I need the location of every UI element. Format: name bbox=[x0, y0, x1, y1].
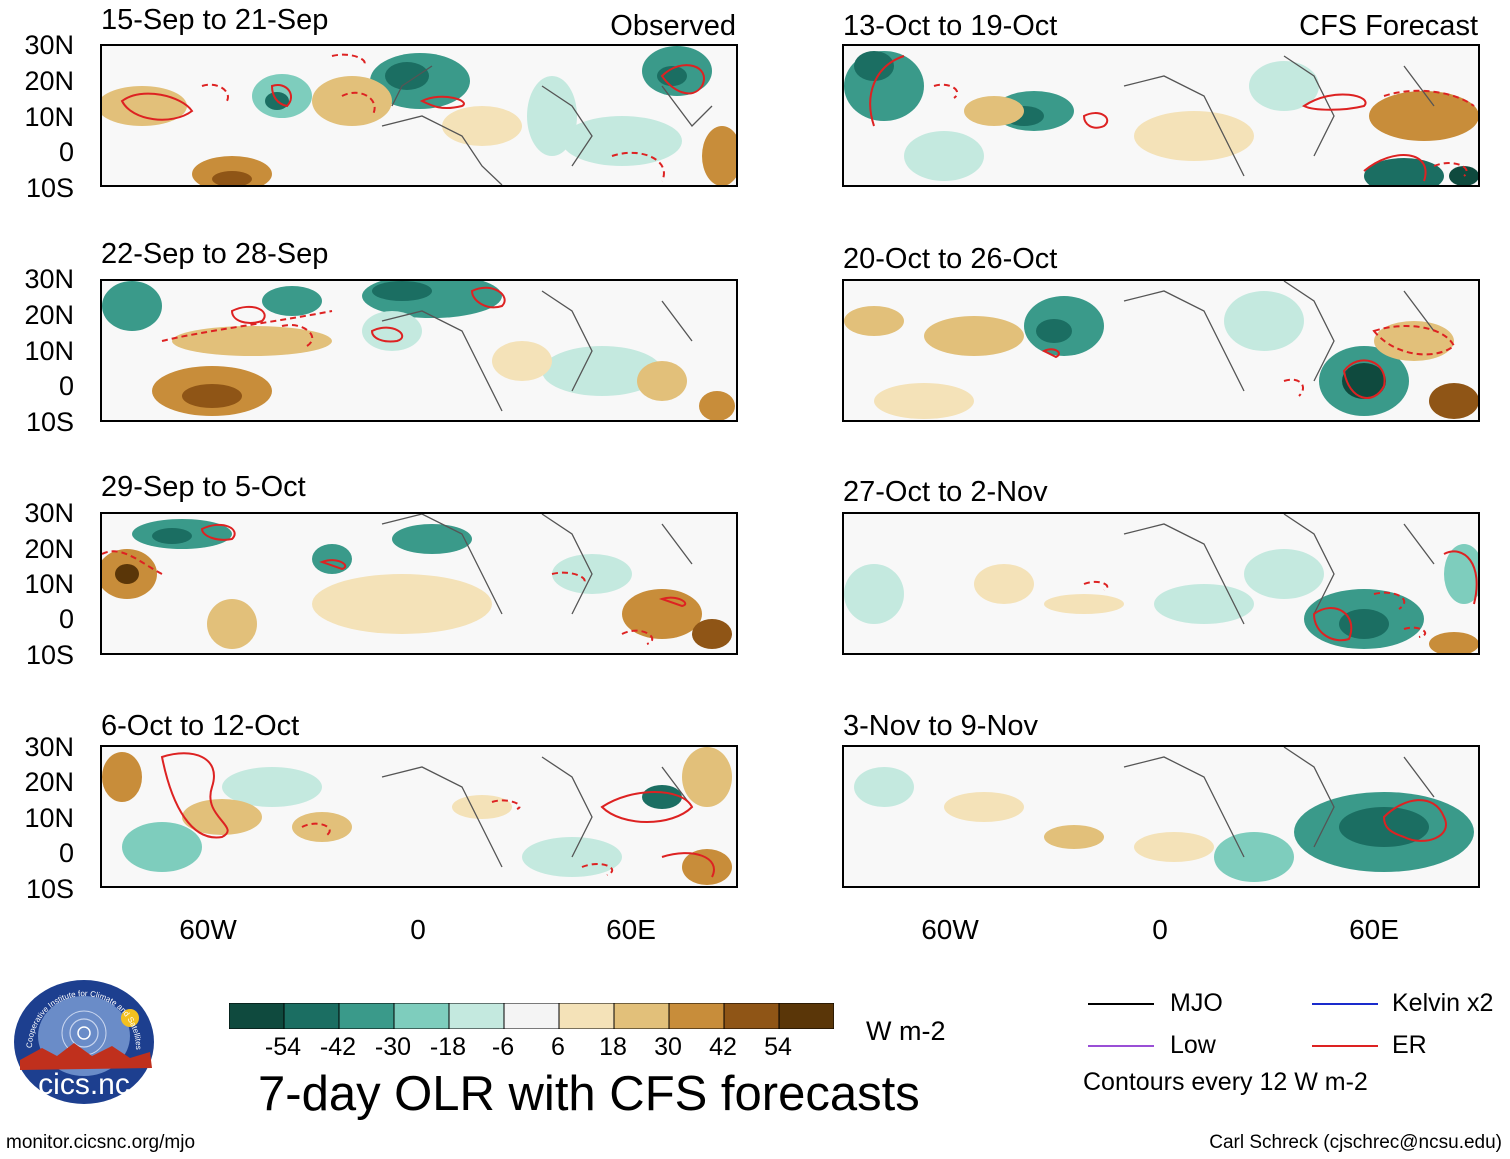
colorbar-tick: -54 bbox=[264, 1033, 302, 1061]
colorbar-swatch bbox=[558, 1002, 615, 1030]
x-tick: 60W bbox=[921, 914, 979, 945]
colorbar-swatch bbox=[613, 1002, 670, 1030]
y-tick: 20N bbox=[24, 300, 74, 330]
cicsnc-logo: cics.nc Cooperative Institute for Climat… bbox=[12, 978, 157, 1106]
colorbar-tick: 54 bbox=[764, 1033, 792, 1061]
y-tick: 0 bbox=[58, 137, 74, 167]
legend-label-low: Low bbox=[1170, 1031, 1216, 1059]
map-panel-4 bbox=[100, 745, 738, 888]
figure-title: 7-day OLR with CFS forecasts bbox=[258, 1067, 920, 1121]
map-panel-7 bbox=[842, 512, 1480, 655]
x-tick: 0 bbox=[1152, 914, 1168, 945]
legend-line-mjo bbox=[1088, 1003, 1154, 1005]
footer-credit: Carl Schreck (cjschrec@ncsu.edu) bbox=[1209, 1132, 1502, 1153]
panel-title-5: 13-Oct to 19-Oct bbox=[843, 10, 1058, 42]
x-tick: 0 bbox=[410, 914, 426, 945]
legend-line-er bbox=[1312, 1045, 1378, 1047]
panel-tag-observed: Observed bbox=[610, 10, 736, 42]
colorbar-swatch bbox=[448, 1002, 505, 1030]
colorbar-swatch bbox=[778, 1002, 835, 1030]
panel-title-7: 27-Oct to 2-Nov bbox=[843, 476, 1048, 508]
panel-title-8: 3-Nov to 9-Nov bbox=[843, 710, 1039, 742]
panel-title-6: 20-Oct to 26-Oct bbox=[843, 243, 1058, 275]
y-tick: 0 bbox=[58, 604, 74, 634]
x-tick: 60W bbox=[179, 914, 237, 945]
y-tick: 30N bbox=[24, 30, 74, 60]
map-panel-2 bbox=[100, 279, 738, 422]
y-tick: 10N bbox=[24, 102, 74, 132]
colorbar bbox=[228, 1002, 835, 1030]
y-tick: 30N bbox=[24, 498, 74, 528]
legend-line-kelvin bbox=[1312, 1003, 1378, 1005]
panel-title-4: 6-Oct to 12-Oct bbox=[101, 710, 300, 742]
colorbar-swatch bbox=[338, 1002, 395, 1030]
legend-label-er: ER bbox=[1392, 1031, 1427, 1059]
legend-line-low bbox=[1088, 1045, 1154, 1047]
colorbar-swatch bbox=[668, 1002, 725, 1030]
colorbar-swatch bbox=[723, 1002, 780, 1030]
map-panel-5 bbox=[842, 44, 1480, 187]
map-panel-1 bbox=[100, 44, 738, 187]
colorbar-tick: -18 bbox=[429, 1033, 467, 1061]
colorbar-tick: -42 bbox=[319, 1033, 357, 1061]
colorbar-tick: -6 bbox=[491, 1033, 515, 1061]
y-tick: 10N bbox=[24, 336, 74, 366]
panel-title-1: 15-Sep to 21-Sep bbox=[101, 4, 329, 36]
logo-text: cics.nc bbox=[38, 1068, 130, 1101]
colorbar-tick: -30 bbox=[374, 1033, 412, 1061]
legend-note: Contours every 12 W m-2 bbox=[1083, 1068, 1368, 1096]
y-tick: 10S bbox=[25, 173, 74, 203]
colorbar-swatch bbox=[503, 1002, 560, 1030]
y-tick: 30N bbox=[24, 264, 74, 294]
map-panel-6 bbox=[842, 279, 1480, 422]
panel-title-3: 29-Sep to 5-Oct bbox=[101, 471, 306, 503]
colorbar-swatch bbox=[283, 1002, 340, 1030]
colorbar-swatch bbox=[393, 1002, 450, 1030]
colorbar-units: W m-2 bbox=[866, 1016, 946, 1046]
colorbar-tick: 18 bbox=[599, 1033, 627, 1061]
y-tick: 20N bbox=[24, 767, 74, 797]
panel-tag-cfs: CFS Forecast bbox=[1299, 10, 1478, 42]
x-tick: 60E bbox=[1349, 914, 1399, 945]
map-panel-8 bbox=[842, 745, 1480, 888]
y-tick: 0 bbox=[58, 838, 74, 868]
colorbar-swatches bbox=[228, 1002, 835, 1030]
legend-label-kelvin: Kelvin x2 bbox=[1392, 989, 1494, 1017]
y-tick: 20N bbox=[24, 66, 74, 96]
y-tick: 0 bbox=[58, 371, 74, 401]
y-tick: 30N bbox=[24, 732, 74, 762]
colorbar-swatch bbox=[228, 1002, 285, 1030]
y-tick: 10S bbox=[25, 874, 74, 904]
y-tick: 10S bbox=[25, 640, 74, 670]
colorbar-tick: 30 bbox=[654, 1033, 682, 1061]
y-tick: 10N bbox=[24, 803, 74, 833]
y-tick: 20N bbox=[24, 534, 74, 564]
panel-title-2: 22-Sep to 28-Sep bbox=[101, 238, 329, 270]
colorbar-tick: 6 bbox=[551, 1033, 565, 1061]
legend-label-mjo: MJO bbox=[1170, 989, 1223, 1017]
map-panel-3 bbox=[100, 512, 738, 655]
footer-url[interactable]: monitor.cicsnc.org/mjo bbox=[6, 1132, 196, 1153]
colorbar-tick: 42 bbox=[709, 1033, 737, 1061]
x-tick: 60E bbox=[606, 914, 656, 945]
y-tick: 10N bbox=[24, 569, 74, 599]
y-tick: 10S bbox=[25, 407, 74, 437]
